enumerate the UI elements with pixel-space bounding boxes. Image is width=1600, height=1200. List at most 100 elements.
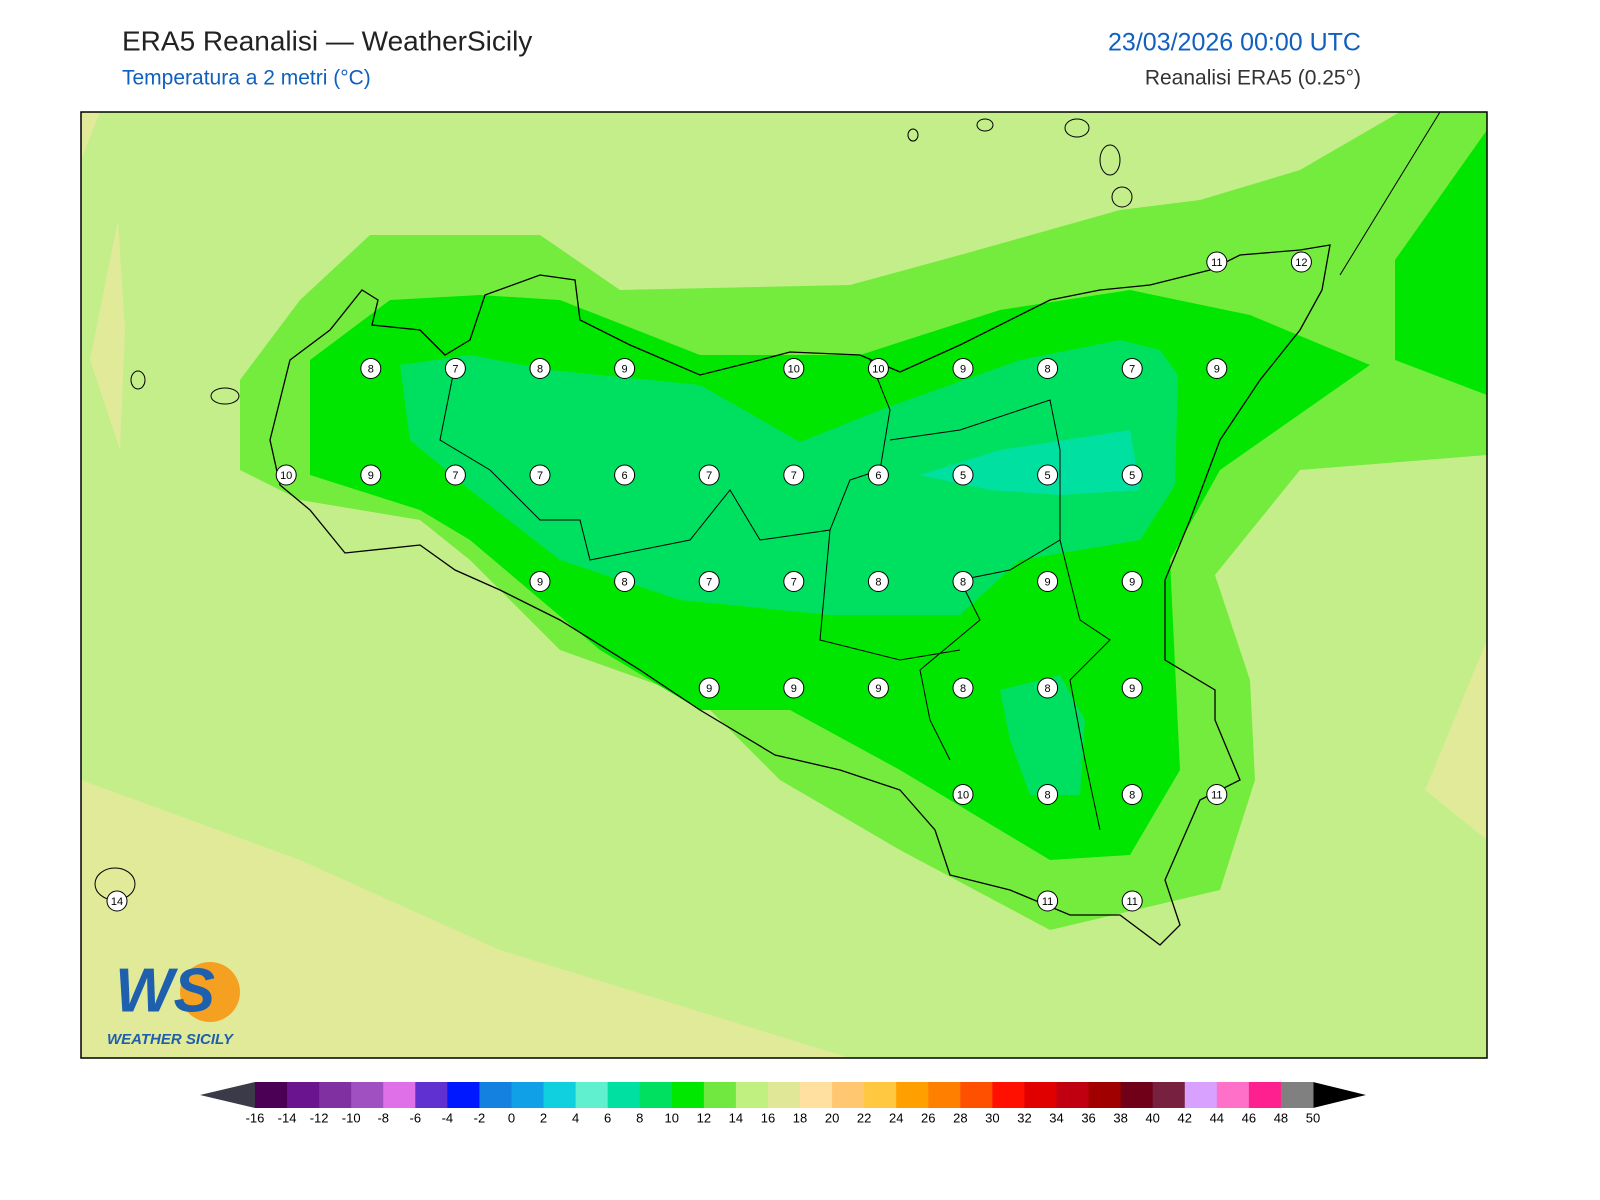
station-value: 7 [791, 470, 797, 482]
station-value: 8 [1129, 789, 1135, 801]
date: 23/03/2026 00:00 UTC [1108, 29, 1361, 57]
colorbar-segment [287, 1082, 320, 1108]
station-value: 9 [368, 470, 374, 482]
station-value: 10 [957, 789, 969, 801]
field-band [1000, 675, 1085, 795]
colorbar-segment [1184, 1082, 1218, 1108]
colorbar-tick-label: 10 [665, 1110, 679, 1125]
colorbar-segment [960, 1082, 993, 1108]
island [1064, 118, 1090, 138]
colorbar-segment [1024, 1082, 1058, 1108]
colorbar-segment [767, 1082, 801, 1108]
colorbar-tick-label: 0 [508, 1110, 515, 1125]
colorbar-tick-label: 44 [1210, 1110, 1224, 1125]
colorbar-segment [479, 1082, 512, 1108]
station-value: 9 [622, 363, 628, 375]
station-marker [1290, 251, 1312, 273]
colorbar-tick-label: 18 [793, 1110, 807, 1125]
station-marker [1121, 358, 1143, 379]
station-marker [952, 571, 974, 592]
colorbar-tick-label: 26 [921, 1110, 935, 1125]
colorbar-segment [575, 1082, 609, 1108]
colorbar-segment [511, 1082, 545, 1108]
station-value: 11 [1126, 896, 1137, 908]
station-marker [952, 464, 974, 486]
station-value: 5 [960, 470, 966, 482]
island [1099, 144, 1121, 176]
station-marker [783, 464, 805, 486]
station-marker [1037, 464, 1059, 486]
colorbar-segment [832, 1082, 865, 1108]
colorbar-tick-label: 32 [1017, 1110, 1031, 1125]
station-marker [106, 890, 128, 912]
colorbar: -16 -14 -12 -10 -8 -6 -4 -2 0 2 4 6 8 10 12 14 16 18 20 22 2… [200, 1082, 1366, 1125]
colorbar-segment [415, 1082, 448, 1108]
colorbar-tick-label: -14 [278, 1110, 297, 1125]
station-marker [783, 358, 805, 379]
station-marker [614, 571, 636, 592]
station-value: 8 [1045, 789, 1051, 801]
station-value: 8 [960, 683, 966, 695]
station-marker [529, 571, 551, 592]
station-value: 9 [875, 683, 881, 695]
station-value: 10 [280, 470, 292, 482]
colorbar-tick-label: -12 [310, 1110, 329, 1125]
logo: WS WEATHER SICILY [107, 956, 240, 1048]
station-value: 11 [1211, 257, 1222, 269]
station-marker [783, 571, 805, 592]
colorbar-over [1313, 1082, 1366, 1108]
station-value: 9 [537, 576, 543, 588]
coastline [269, 244, 1331, 946]
source: Reanalisi ERA5 (0.25°) [1145, 67, 1361, 90]
colorbar-tick-label: 46 [1242, 1110, 1256, 1125]
station-value: 7 [537, 470, 543, 482]
station-value: 7 [791, 576, 797, 588]
station-marker [1121, 890, 1143, 912]
colorbar-segment [319, 1082, 352, 1108]
logo-sun [180, 962, 240, 1022]
station-value: 5 [1045, 470, 1051, 482]
colorbar-tick-label: 22 [857, 1110, 871, 1125]
colorbar-segment [1280, 1082, 1314, 1108]
province-border [439, 112, 1441, 831]
station-value: 7 [452, 470, 458, 482]
station-value: 10 [788, 363, 800, 375]
station-marker [529, 358, 551, 379]
colorbar-segment [928, 1082, 961, 1108]
colorbar-tick-label: 4 [572, 1110, 579, 1125]
station-value: 8 [1045, 683, 1051, 695]
station-marker [867, 571, 889, 592]
colorbar-segment [735, 1082, 769, 1108]
colorbar-segment [671, 1082, 705, 1108]
station-marker [867, 677, 889, 699]
station-marker [1037, 571, 1059, 592]
colorbar-tick-label: 6 [604, 1110, 611, 1125]
station-value: 9 [1214, 363, 1220, 375]
colorbar-tick-label: 42 [1178, 1110, 1192, 1125]
colorbar-tick-label: -16 [246, 1110, 265, 1125]
station-marker [1121, 784, 1143, 805]
colorbar-tick-label: 38 [1113, 1110, 1127, 1125]
colorbar-segment [1120, 1082, 1154, 1108]
colorbar-tick-label: 50 [1306, 1110, 1320, 1125]
colorbar-tick-label: 30 [985, 1110, 999, 1125]
station-value: 9 [1129, 683, 1135, 695]
colorbar-tick-label: 14 [729, 1110, 743, 1125]
colorbar-segment [1216, 1082, 1250, 1108]
station-value: 6 [622, 470, 628, 482]
island [976, 118, 994, 132]
stations: 11 12 8 7 8 9 10 10 9 8 7 9 10 9 7 7 6 7 7 6 5 5 5 9 8 7 7 8 8 9 9 9 9 9 8… [106, 251, 1312, 912]
station-marker [1121, 464, 1143, 486]
station-value: 11 [1211, 789, 1222, 801]
island [1111, 186, 1133, 208]
station-value: 7 [1129, 363, 1135, 375]
colorbar-segment [1152, 1082, 1186, 1108]
colorbar-segment [255, 1082, 288, 1108]
logo-mark: WS [115, 956, 215, 1025]
station-marker [1037, 677, 1059, 699]
station-value: 9 [1129, 576, 1135, 588]
station-marker [1037, 784, 1059, 805]
station-marker [952, 358, 974, 379]
station-value: 9 [706, 683, 712, 695]
station-marker [952, 784, 974, 805]
